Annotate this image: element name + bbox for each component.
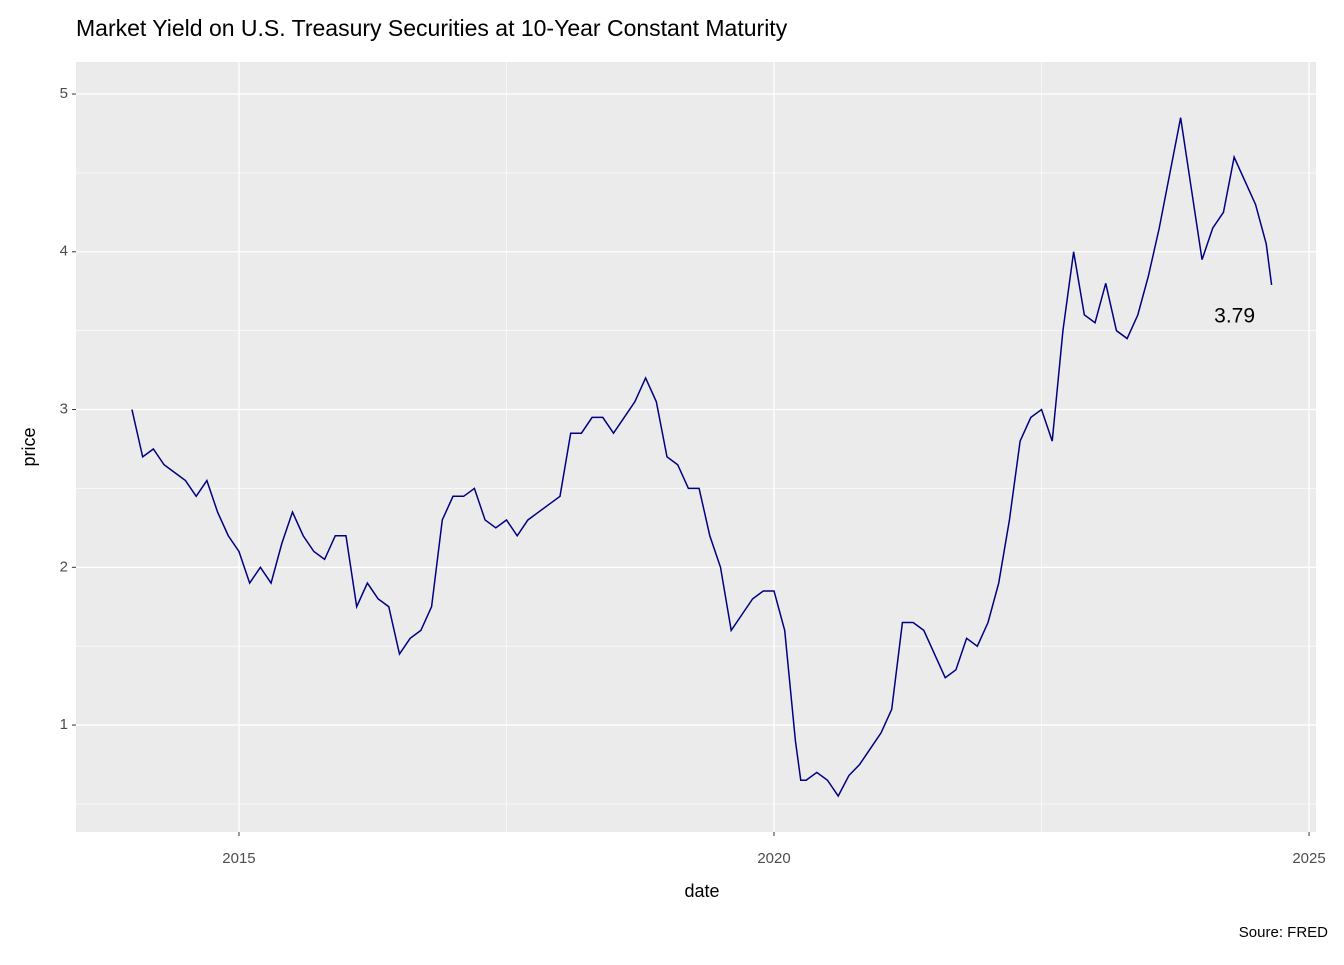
x-tick-label: 2020 [757, 850, 790, 867]
annotation: 3.79 [1214, 304, 1255, 327]
y-tick-label: 4 [60, 243, 68, 260]
y-tick-label: 5 [60, 85, 68, 102]
line [131, 117, 1273, 798]
x-axis-label: date [684, 881, 719, 901]
x-tick-label: 2025 [1292, 850, 1325, 867]
y-tick-label: 2 [60, 558, 68, 575]
y-tick-label: 3 [60, 401, 68, 418]
x-tick-label: 2015 [222, 850, 255, 867]
y-tick-label: 1 [60, 716, 68, 733]
plot-background [76, 62, 1316, 832]
chart-title: Market Yield on U.S. Treasury Securities… [76, 15, 788, 41]
y-axis-label: price [19, 427, 39, 466]
caption: Soure: FRED [1239, 924, 1328, 941]
